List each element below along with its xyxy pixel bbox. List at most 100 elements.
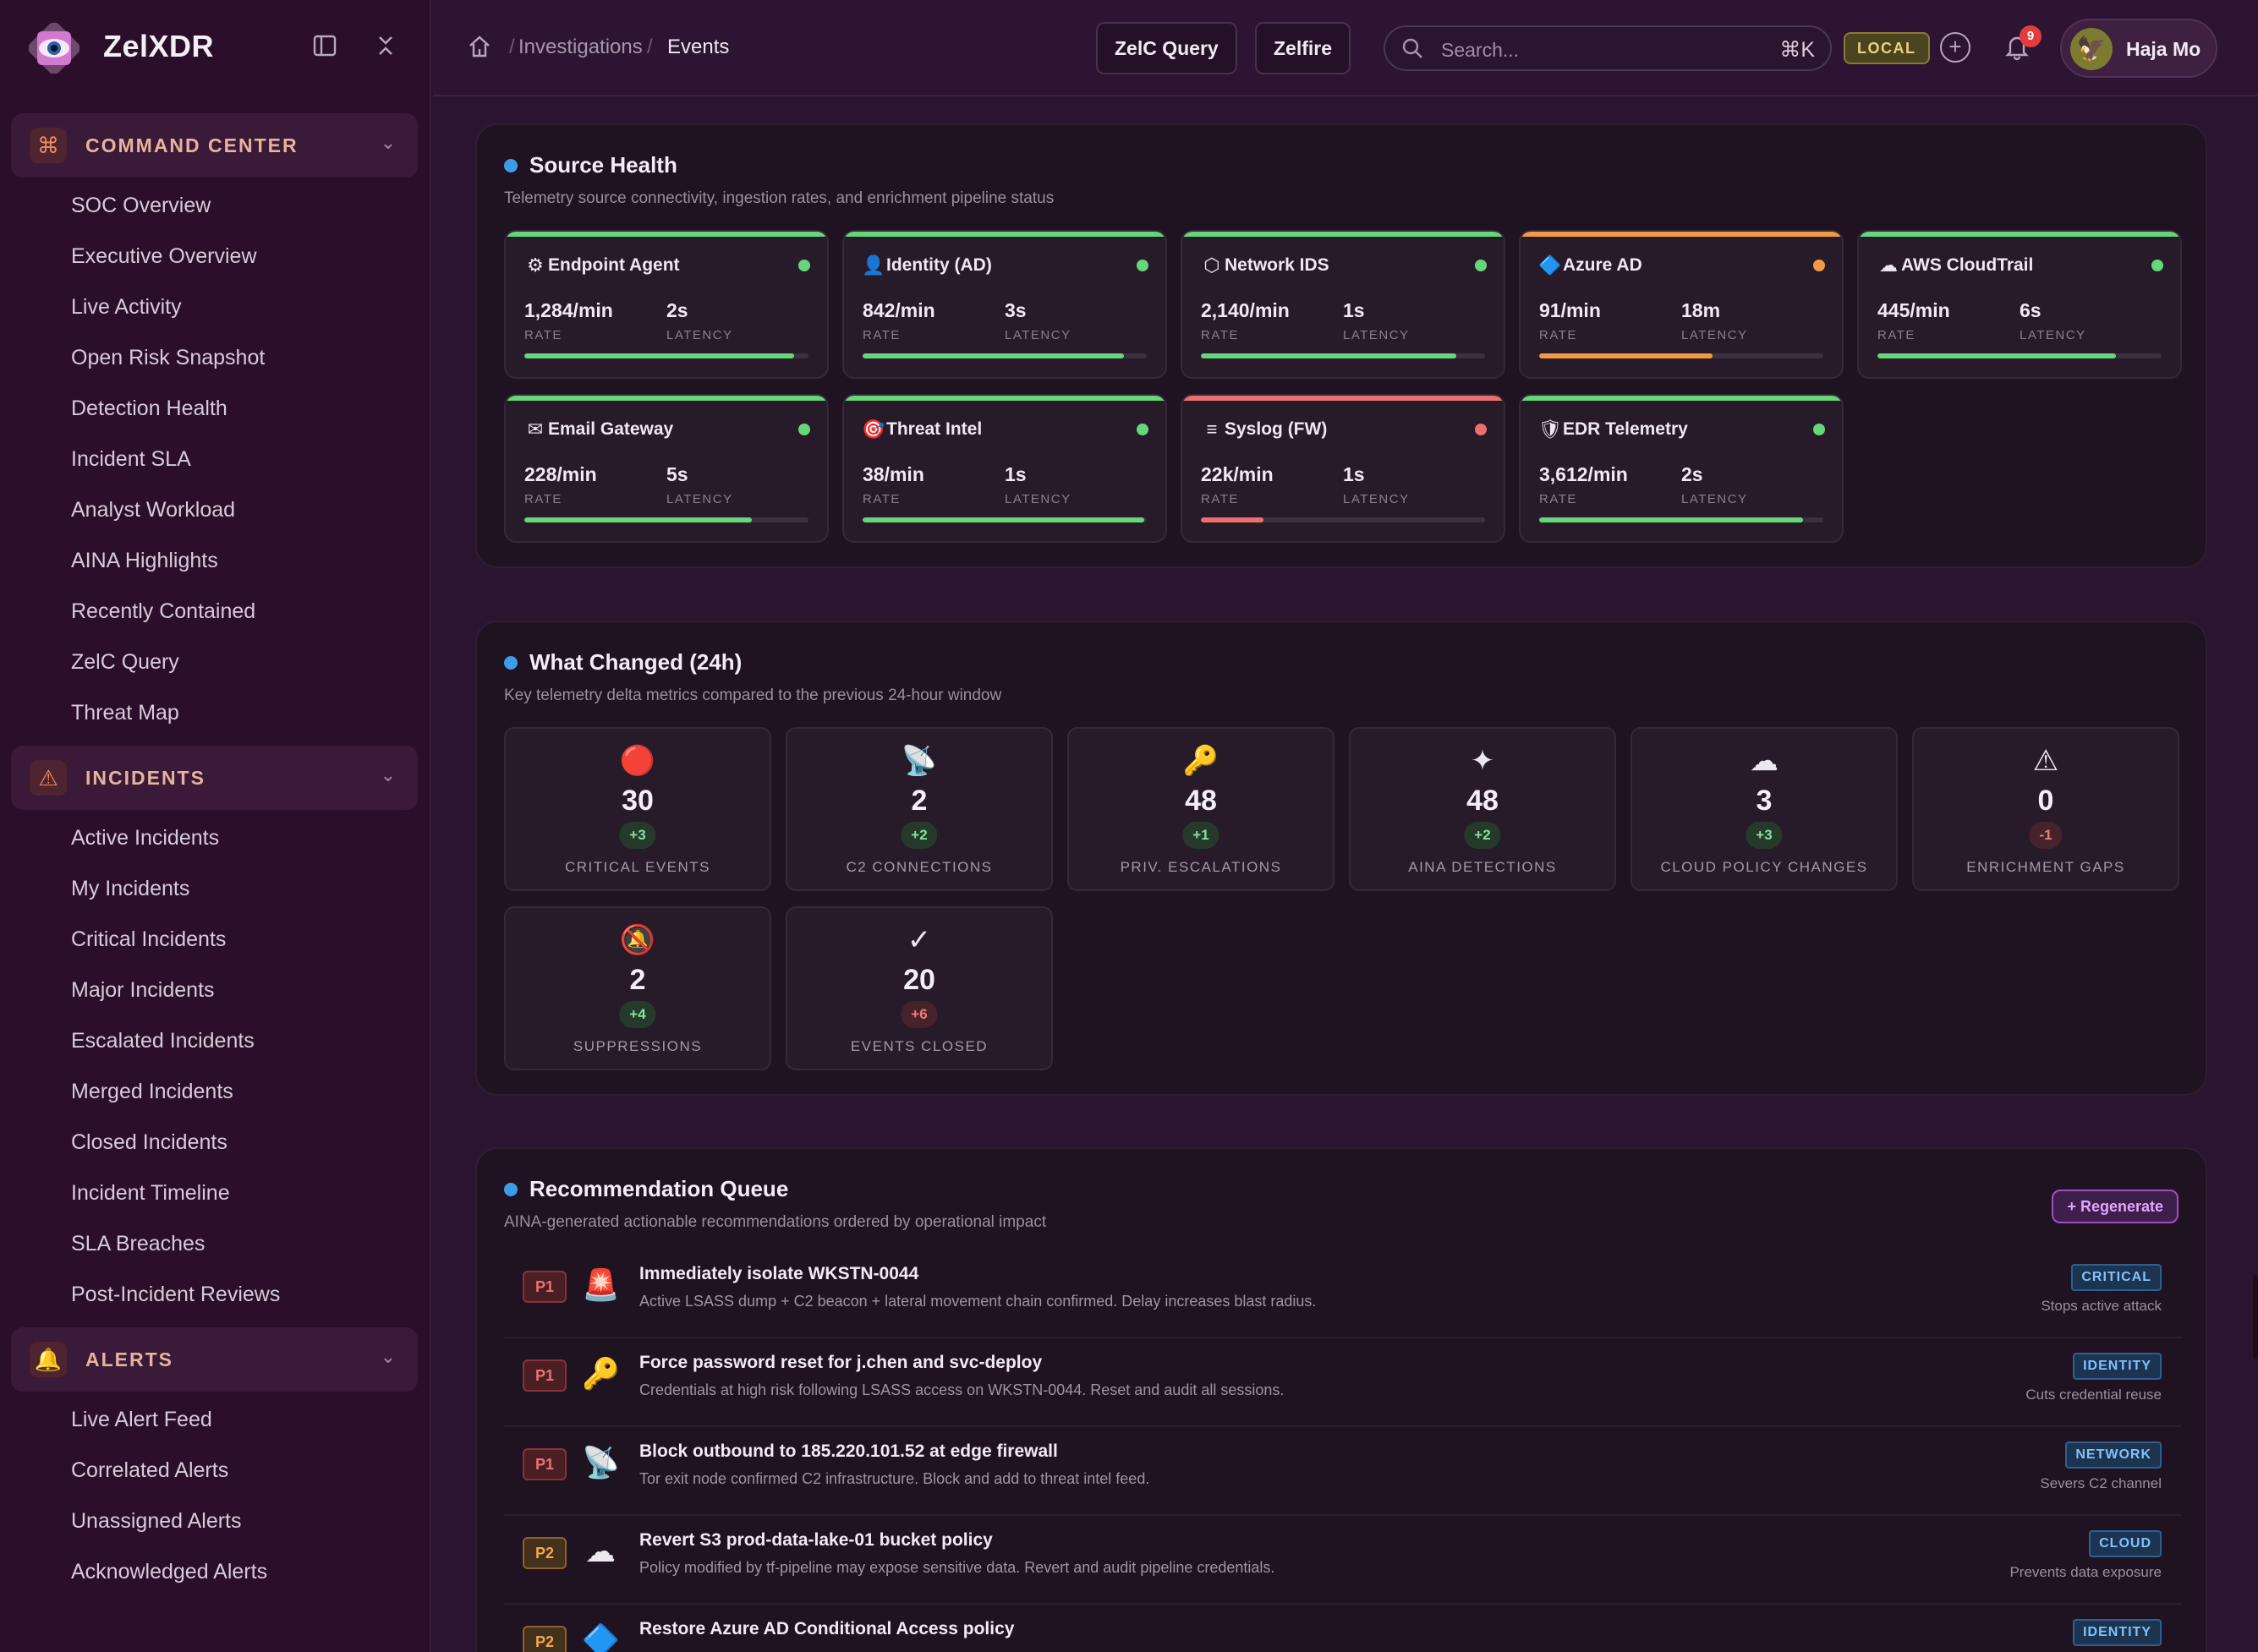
source-health-panel: Source Health Telemetry source connectiv…	[475, 123, 2207, 568]
group-alerts[interactable]: 🔔 ALERTS ⌄	[11, 1327, 418, 1392]
sidebar-item-soc-overview[interactable]: SOC Overview	[71, 194, 211, 217]
zelxdr-logo-icon[interactable]	[29, 23, 79, 74]
cloud-icon: ☁	[1750, 745, 1778, 777]
source-name: Syslog (FW)	[1225, 419, 1328, 439]
chevron-down-icon: ⌄	[380, 764, 396, 785]
home-icon[interactable]	[467, 34, 494, 61]
sidebar-item-incident-timeline[interactable]: Incident Timeline	[71, 1181, 230, 1205]
search-input[interactable]: Search...	[1441, 39, 1520, 61]
user-menu[interactable]: 🦅 Haja Mo	[2060, 19, 2217, 78]
source-rate: 228/min	[524, 463, 597, 485]
sidebar-item-major-incidents[interactable]: Major Incidents	[71, 978, 215, 1002]
source-card[interactable]: 🎯 Threat Intel 38/min 1s RATE LATENCY	[842, 394, 1167, 543]
source-name: Endpoint Agent	[548, 255, 680, 275]
sidebar-item-threat-map[interactable]: Threat Map	[71, 701, 179, 725]
sidebar-item-live-activity[interactable]: Live Activity	[71, 295, 182, 319]
source-card[interactable]: 👤 Identity (AD) 842/min 3s RATE LATENCY	[842, 230, 1167, 379]
sidebar-item-sla-breaches[interactable]: SLA Breaches	[71, 1232, 206, 1255]
warning-icon: ⚠	[30, 760, 67, 796]
metric-card[interactable]: ✓ 20 +6 EVENTS CLOSED	[786, 906, 1053, 1070]
notification-count-badge: 9	[2020, 25, 2042, 47]
recommendation-row[interactable]: P1 🚨 Immediately isolate WKSTN-0044 Active …	[504, 1250, 2182, 1338]
group-incidents[interactable]: ⚠ INCIDENTS ⌄	[11, 746, 418, 810]
sidebar-item-escalated-incidents[interactable]: Escalated Incidents	[71, 1029, 255, 1053]
source-card[interactable]: 🛡 EDR Telemetry 3,612/min 2s RATE LATENCY	[1519, 394, 1844, 543]
sidebar-item-unassigned-alerts[interactable]: Unassigned Alerts	[71, 1509, 242, 1533]
metric-card[interactable]: 🔑 48 +1 PRIV. ESCALATIONS	[1067, 727, 1335, 891]
health-bar	[1877, 353, 2162, 358]
add-icon[interactable]: +	[1940, 32, 1970, 63]
zelc-query-button[interactable]: ZelC Query	[1096, 22, 1237, 74]
source-rate: 1,284/min	[524, 299, 613, 321]
breadcrumb-investigations[interactable]: Investigations	[518, 36, 643, 58]
status-dot	[798, 424, 810, 435]
health-bar	[1201, 517, 1485, 522]
sidebar-item-closed-incidents[interactable]: Closed Incidents	[71, 1130, 227, 1154]
panel-title: Recommendation Queue	[529, 1176, 789, 1201]
source-card[interactable]: ⬡ Network IDS 2,140/min 1s RATE LATENCY	[1181, 230, 1505, 379]
source-card[interactable]: ≡ Syslog (FW) 22k/min 1s RATE LATENCY	[1181, 394, 1505, 543]
source-card[interactable]: ☁ AWS CloudTrail 445/min 6s RATE LATENCY	[1857, 230, 2182, 379]
sidebar-item-live-alert-feed[interactable]: Live Alert Feed	[71, 1408, 212, 1431]
sidebar-item-detection-health[interactable]: Detection Health	[71, 397, 227, 420]
shield-icon: 🛡	[1538, 418, 1562, 440]
sidebar-item-aina-highlights[interactable]: AINA Highlights	[71, 549, 218, 572]
metric-card[interactable]: ☁ 3 +3 CLOUD POLICY CHANGES	[1630, 727, 1898, 891]
zelfire-button[interactable]: Zelfire	[1255, 22, 1351, 74]
sidebar-item-correlated-alerts[interactable]: Correlated Alerts	[71, 1458, 229, 1482]
toggle-sidebar-icon[interactable]	[310, 32, 340, 63]
metric-card[interactable]: ⚠ 0 -1 ENRICHMENT GAPS	[1912, 727, 2179, 891]
recommendation-row[interactable]: P2 ☁ Revert S3 prod-data-lake-01 bucket po…	[504, 1517, 2182, 1605]
latency-label: LATENCY	[1005, 492, 1071, 506]
health-bar-fill	[863, 353, 1125, 358]
group-command-center[interactable]: ⌘ COMMAND CENTER ⌄	[11, 113, 418, 178]
sidebar-item-zelc-query[interactable]: ZelC Query	[71, 650, 179, 674]
section-dot	[504, 1183, 518, 1196]
health-bar	[524, 517, 808, 522]
source-latency: 3s	[1005, 299, 1027, 321]
group-title: ALERTS	[85, 1348, 173, 1370]
sidebar-item-analyst-workload[interactable]: Analyst Workload	[71, 498, 236, 522]
command-icon: ⌘	[30, 128, 67, 163]
sidebar-item-merged-incidents[interactable]: Merged Incidents	[71, 1080, 233, 1103]
search-box[interactable]: Search... ⌘K	[1384, 25, 1832, 71]
sidebar-item-incident-sla[interactable]: Incident SLA	[71, 447, 191, 471]
metric-label: CRITICAL EVENTS	[564, 859, 711, 875]
brand-name: ZelXDR	[103, 29, 215, 63]
metric-card[interactable]: 🔕 2 +4 SUPPRESSIONS	[504, 906, 771, 1070]
sidebar-item-open-risk-snapshot[interactable]: Open Risk Snapshot	[71, 346, 266, 369]
latency-label: LATENCY	[1343, 328, 1410, 342]
sidebar-item-post-incident-reviews[interactable]: Post-Incident Reviews	[71, 1283, 281, 1306]
latency-label: LATENCY	[1343, 492, 1410, 506]
sidebar-item-acknowledged-alerts[interactable]: Acknowledged Alerts	[71, 1560, 268, 1584]
metric-card[interactable]: 📡 2 +2 C2 CONNECTIONS	[786, 727, 1053, 891]
sidebar-item-executive-overview[interactable]: Executive Overview	[71, 244, 257, 268]
source-card[interactable]: ⚙ Endpoint Agent 1,284/min 2s RATE LATENCY	[504, 230, 829, 379]
recommendation-description: Tor exit node confirmed C2 infrastructur…	[639, 1470, 1150, 1487]
sidebar-item-active-incidents[interactable]: Active Incidents	[71, 826, 220, 850]
priority-badge: P1	[523, 1271, 567, 1303]
rate-label: RATE	[863, 492, 901, 506]
category-tag: IDENTITY	[2073, 1619, 2162, 1646]
collapse-all-icon[interactable]	[370, 32, 401, 63]
status-stripe	[506, 232, 827, 237]
latency-label: LATENCY	[1005, 328, 1071, 342]
metric-card[interactable]: 🔴 30 +3 CRITICAL EVENTS	[504, 727, 771, 891]
sidebar-item-my-incidents[interactable]: My Incidents	[71, 877, 190, 900]
sidebar-item-recently-contained[interactable]: Recently Contained	[71, 599, 256, 623]
recommendation-description: Policy modified by tf-pipeline may expos…	[639, 1559, 1275, 1576]
sidebar-item-critical-incidents[interactable]: Critical Incidents	[71, 927, 227, 951]
regenerate-button[interactable]: + Regenerate	[2052, 1190, 2179, 1223]
recommendation-panel: Recommendation Queue AINA-generated acti…	[475, 1147, 2207, 1652]
recommendation-row[interactable]: P2 🔷 Restore Azure AD Conditional Access p…	[504, 1606, 2182, 1652]
metric-value: 48	[1466, 785, 1499, 817]
page-scrollbar[interactable]	[2253, 1275, 2258, 1359]
health-bar	[1539, 353, 1823, 358]
source-card[interactable]: ✉ Email Gateway 228/min 5s RATE LATENCY	[504, 394, 829, 543]
rate-label: RATE	[1201, 328, 1239, 342]
source-card[interactable]: 🔷 Azure AD 91/min 18m RATE LATENCY	[1519, 230, 1844, 379]
recommendation-row[interactable]: P1 🔑 Force password reset for j.chen and s…	[504, 1339, 2182, 1427]
recommendation-row[interactable]: P1 📡 Block outbound to 185.220.101.52 at e…	[504, 1428, 2182, 1516]
metric-card[interactable]: ✦ 48 +2 AINA DETECTIONS	[1349, 727, 1616, 891]
status-dot	[1137, 424, 1148, 435]
